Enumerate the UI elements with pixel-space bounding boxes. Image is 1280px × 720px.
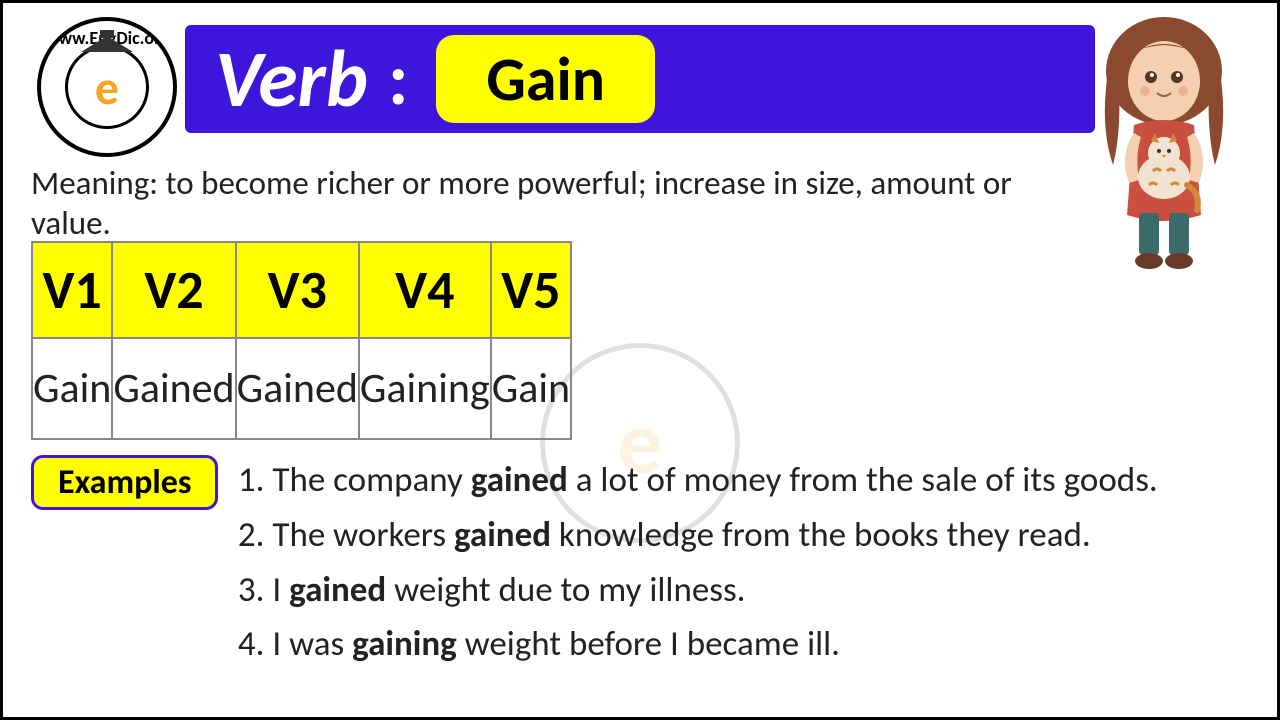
table-row: Gain Gained Gained Gaining Gain [32,338,571,439]
td-v5: Gain [491,338,571,439]
example-item: The workers gained knowledge from the bo… [272,510,1157,561]
td-v4: Gaining [359,338,491,439]
th-v4: V4 [359,242,491,338]
examples-section: Examples The company gained a lot of mon… [31,455,1249,674]
th-v3: V3 [236,242,359,338]
header-bar: Verb : Gain [185,25,1095,133]
td-v1: Gain [32,338,112,439]
graduation-cap-icon [81,36,133,52]
verb-word-box: Gain [436,35,655,123]
logo-letter: e [95,58,119,117]
colon: : [388,34,408,124]
td-v2: Gained [112,338,235,439]
th-v2: V2 [112,242,235,338]
th-v1: V1 [32,242,112,338]
meaning-text: to become richer or more powerful; incre… [31,163,1012,243]
th-v5: V5 [491,242,571,338]
examples-badge: Examples [31,455,218,510]
girl-with-cat-icon [1079,15,1249,275]
td-v3: Gained [236,338,359,439]
verb-forms-table: V1 V2 V3 V4 V5 Gain Gained Gained Gainin… [31,241,572,440]
meaning-prefix: Meaning: [31,163,158,203]
example-item: The company gained a lot of money from t… [272,455,1157,506]
example-item: I was gaining weight before I became ill… [272,619,1157,670]
verb-label: Verb [215,31,368,128]
site-logo: www.EngDic.org e [37,17,177,157]
table-header-row: V1 V2 V3 V4 V5 [32,242,571,338]
logo-inner: e [65,45,149,129]
example-item: I gained weight due to my illness. [272,565,1157,616]
examples-list: The company gained a lot of money from t… [238,455,1157,674]
meaning-row: Meaning: to become richer or more powerf… [31,163,1077,243]
